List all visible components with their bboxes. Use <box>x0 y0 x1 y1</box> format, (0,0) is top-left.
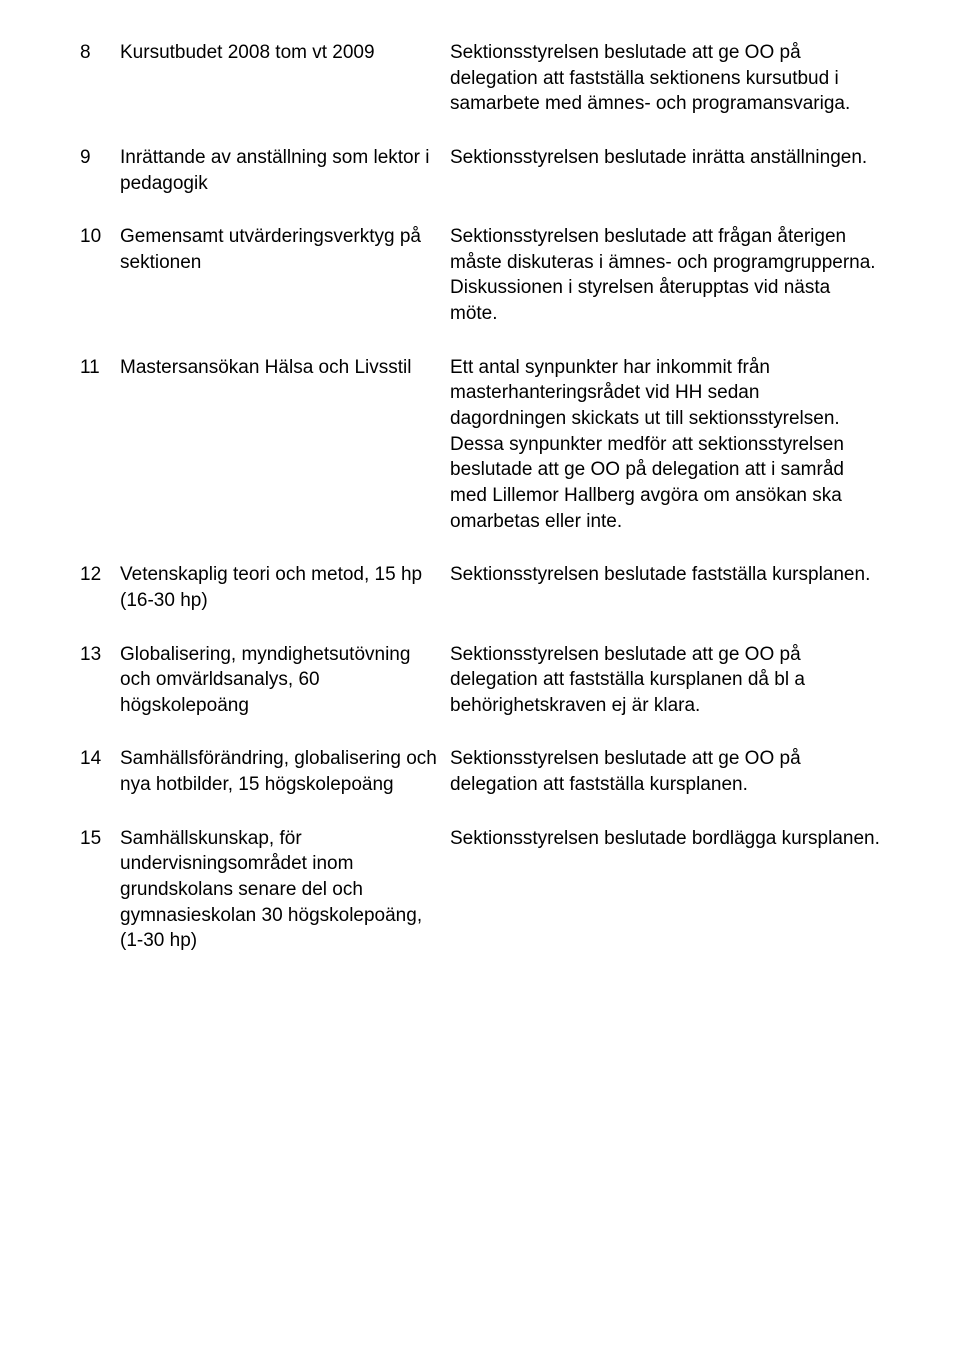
item-title: Gemensamt utvärderingsverktyg på sektion… <box>120 224 450 275</box>
item-number: 11 <box>80 355 120 381</box>
item-body: Sektionsstyrelsen beslutade fastställa k… <box>450 562 880 588</box>
agenda-item: 12 Vetenskaplig teori och metod, 15 hp (… <box>80 562 880 613</box>
agenda-item: 8 Kursutbudet 2008 tom vt 2009 Sektionss… <box>80 40 880 117</box>
agenda-item: 10 Gemensamt utvärderingsverktyg på sekt… <box>80 224 880 327</box>
item-title: Mastersansökan Hälsa och Livsstil <box>120 355 450 381</box>
item-number: 13 <box>80 642 120 668</box>
item-body: Sektionsstyrelsen beslutade att frågan å… <box>450 224 880 327</box>
item-body: Sektionsstyrelsen beslutade att ge OO på… <box>450 40 880 117</box>
agenda-item: 14 Samhällsförändring, globalisering och… <box>80 746 880 797</box>
document-page: 8 Kursutbudet 2008 tom vt 2009 Sektionss… <box>0 0 960 1346</box>
agenda-item: 9 Inrättande av anställning som lektor i… <box>80 145 880 196</box>
item-title: Globalisering, myndighetsutövning och om… <box>120 642 450 719</box>
item-title: Kursutbudet 2008 tom vt 2009 <box>120 40 450 66</box>
item-title: Vetenskaplig teori och metod, 15 hp (16-… <box>120 562 450 613</box>
item-number: 10 <box>80 224 120 250</box>
item-number: 9 <box>80 145 120 171</box>
item-body: Sektionsstyrelsen beslutade bordlägga ku… <box>450 826 880 852</box>
item-number: 14 <box>80 746 120 772</box>
agenda-item: 15 Samhällskunskap, för undervisningsomr… <box>80 826 880 954</box>
item-number: 12 <box>80 562 120 588</box>
item-body: Sektionsstyrelsen beslutade att ge OO på… <box>450 746 880 797</box>
item-title: Samhällskunskap, för undervisningsområde… <box>120 826 450 954</box>
agenda-item: 13 Globalisering, myndighetsutövning och… <box>80 642 880 719</box>
item-body: Ett antal synpunkter har inkommit från m… <box>450 355 880 534</box>
item-number: 8 <box>80 40 120 66</box>
agenda-item: 11 Mastersansökan Hälsa och Livsstil Ett… <box>80 355 880 534</box>
item-body: Sektionsstyrelsen beslutade inrätta anst… <box>450 145 880 171</box>
item-title: Inrättande av anställning som lektor i p… <box>120 145 450 196</box>
item-number: 15 <box>80 826 120 852</box>
item-title: Samhällsförändring, globalisering och ny… <box>120 746 450 797</box>
item-body: Sektionsstyrelsen beslutade att ge OO på… <box>450 642 880 719</box>
